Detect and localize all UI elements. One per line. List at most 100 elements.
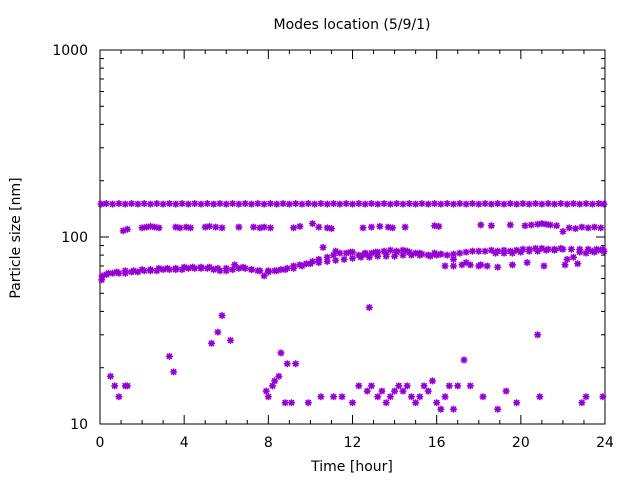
data-point [374, 393, 382, 401]
data-point [540, 262, 548, 270]
data-point [367, 249, 376, 257]
data-point [332, 256, 340, 264]
data-point [519, 245, 527, 253]
data-point [513, 399, 521, 407]
data-point [134, 268, 142, 276]
data-point [226, 336, 235, 344]
x-tick-label: 24 [596, 435, 614, 451]
data-point [456, 199, 464, 208]
data-point [574, 260, 582, 268]
data-point [178, 199, 186, 208]
data-point [216, 267, 224, 275]
data-point [317, 393, 325, 401]
data-point [355, 382, 363, 390]
data-point [281, 399, 289, 407]
data-point [247, 200, 256, 208]
data-point [273, 200, 281, 208]
data-point [292, 360, 300, 368]
data-point [588, 200, 596, 208]
data-point [302, 260, 310, 268]
data-point [494, 199, 502, 208]
data-point [102, 270, 110, 279]
data-point [563, 255, 571, 263]
data-point [210, 265, 218, 274]
data-point [386, 200, 394, 208]
x-tick-label: 20 [512, 435, 530, 451]
data-point [266, 199, 275, 208]
data-point [376, 222, 384, 230]
data-point [247, 265, 256, 274]
data-point [475, 247, 483, 255]
data-point [563, 200, 571, 208]
data-point [283, 360, 291, 368]
data-point [401, 223, 409, 231]
data-point [115, 269, 123, 277]
data-point [374, 200, 382, 208]
data-point [275, 372, 283, 380]
data-point [433, 399, 441, 407]
data-point [212, 223, 220, 231]
data-point [506, 199, 514, 208]
data-point [296, 222, 304, 230]
data-point [550, 200, 559, 208]
data-point [191, 199, 199, 208]
data-point [544, 245, 552, 253]
data-point [506, 221, 514, 229]
data-point [487, 200, 495, 208]
data-point [159, 200, 167, 208]
data-point [449, 255, 458, 263]
data-point [559, 227, 567, 236]
data-point [405, 199, 413, 208]
data-point [361, 200, 369, 208]
data-point [207, 339, 216, 347]
data-point [502, 387, 510, 395]
data-point [264, 267, 272, 275]
data-point [235, 223, 243, 231]
data-point [600, 247, 608, 255]
data-point [123, 382, 131, 390]
y-tick-label: 10 [70, 417, 88, 433]
chart-title: Modes location (5/9/1) [274, 17, 431, 33]
data-point [241, 199, 249, 208]
data-point [363, 387, 371, 395]
data-point [355, 251, 363, 259]
data-point [395, 382, 403, 390]
data-point [458, 261, 466, 269]
data-point [338, 393, 346, 401]
data-point [403, 382, 411, 390]
data-point [264, 393, 272, 401]
data-point [218, 224, 226, 232]
data-point [277, 265, 285, 274]
data-point [523, 258, 531, 267]
data-point [582, 249, 590, 257]
data-point [304, 399, 312, 407]
data-point [600, 200, 608, 208]
data-point [228, 265, 237, 274]
data-point [412, 200, 420, 208]
data-point [165, 199, 174, 208]
data-point [121, 269, 129, 277]
data-point [584, 224, 592, 232]
data-point [308, 219, 317, 228]
data-point [378, 387, 386, 395]
data-point [367, 199, 376, 208]
data-point [228, 199, 237, 208]
data-point [443, 199, 451, 208]
y-axis-label: Particle size [nm] [8, 177, 24, 298]
data-point [443, 251, 451, 259]
data-point [412, 399, 420, 407]
data-point [197, 200, 205, 208]
data-point [536, 393, 544, 401]
x-tick-label: 0 [96, 435, 105, 451]
data-point [296, 261, 304, 269]
data-point [332, 247, 340, 255]
data-point [578, 223, 586, 231]
data-point [479, 393, 487, 401]
data-point [279, 199, 287, 208]
data-point [222, 267, 230, 275]
data-point [525, 200, 533, 208]
data-point [97, 200, 105, 208]
data-point [550, 245, 559, 253]
data-point [420, 382, 428, 390]
data-point [412, 249, 420, 257]
